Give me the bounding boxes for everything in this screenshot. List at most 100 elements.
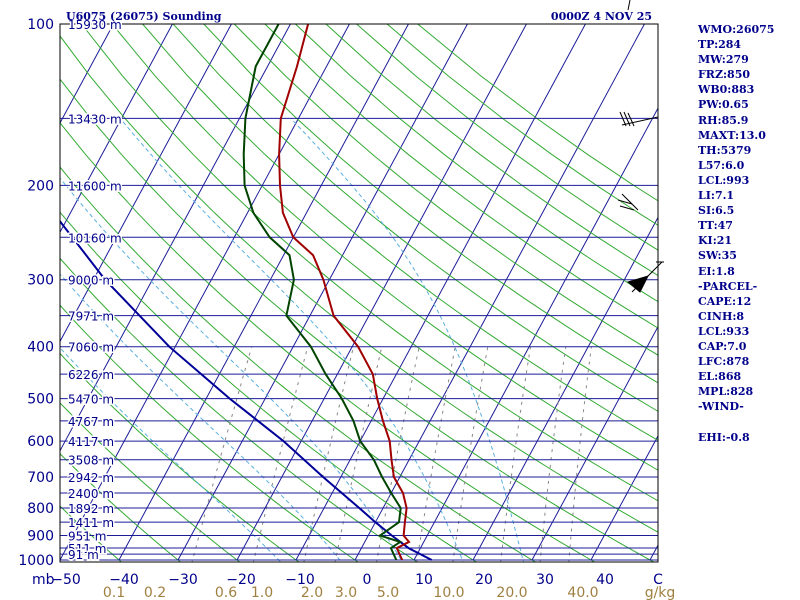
height-label: 2400 m [68, 487, 114, 501]
height-label: 91 m [68, 548, 99, 562]
pressure-label: 100 [27, 17, 54, 33]
dry-adiabat-line [60, 402, 241, 562]
height-label: 5470 m [68, 393, 114, 407]
dry-adiabat-line [60, 166, 537, 562]
height-label: 6226 m [68, 368, 114, 382]
sounding-index: MW:279 [698, 53, 749, 67]
sounding-index: WMO:26075 [698, 23, 775, 36]
pressure-label: 500 [27, 392, 54, 408]
mixing-ratio-line [539, 346, 567, 562]
temperature-tick-label: −50 [51, 572, 81, 588]
wind-barb [621, 116, 659, 126]
height-label: 7060 m [68, 341, 114, 355]
isotherm-line [60, 24, 291, 452]
pressure-label: 800 [27, 501, 54, 517]
sounding-indices: WMO:26075 TP:284 MW:279 FRZ:850 WB0:883 PW:0.… [698, 22, 798, 445]
pressure-label: 700 [27, 470, 54, 486]
dry-adiabat-line [60, 352, 300, 562]
wind-barb [621, 193, 639, 211]
mixing-ratio-label: 40.0 [567, 585, 598, 600]
mixing-ratio-line [452, 346, 489, 562]
height-label: 7971 m [68, 310, 114, 324]
temperature-tick-label: 20 [475, 572, 493, 588]
sounding-time: 0000Z 4 NOV 25 [551, 10, 652, 23]
height-label: 1411 m [68, 516, 114, 530]
dry-adiabat-line [60, 453, 182, 562]
isotherm-line [590, 434, 658, 561]
temperature-tick-label: −40 [109, 572, 139, 588]
mixing-ratio-label: 5.0 [377, 585, 399, 600]
temperature-tick-label: 0 [363, 572, 372, 588]
sounding-index: TT:47 [698, 219, 733, 233]
mixing-ratio-label: 1.0 [251, 585, 273, 600]
sounding-index: LFC:878 [698, 355, 750, 369]
sounding-index: LCL:993 [698, 173, 750, 187]
dry-adiabat-line [60, 35, 658, 533]
sounding-index: LI:7.1 [698, 189, 735, 203]
pressure-label: 300 [27, 273, 54, 289]
mixing-ratio-line [303, 346, 354, 562]
sounding-index: EHI:-0.8 [698, 430, 750, 444]
isotherm-line [60, 24, 114, 125]
height-label: 10160 m [68, 231, 122, 245]
sounding-index: -WIND- [698, 400, 744, 414]
temperature-tick-label: 30 [536, 572, 554, 588]
dry-adiabat-line [295, 24, 658, 303]
isotherm-line [413, 107, 658, 561]
dry-adiabat-line [60, 211, 478, 562]
pressure-label: 400 [27, 340, 54, 356]
dewpoint-trace [242, 24, 403, 561]
chart-grid [60, 24, 658, 562]
sounding-index: MAXT:13.0 [698, 128, 766, 142]
isotherm-line [60, 24, 173, 234]
sounding-index: FRZ:850 [698, 68, 751, 82]
wind-barb-flags [619, 111, 635, 127]
dry-adiabat-line [60, 505, 123, 562]
sounding-index: EL:868 [698, 370, 742, 384]
mixing-ratio-label: 0.6 [215, 585, 237, 600]
dry-adiabat-line [203, 24, 658, 384]
isotherm-line [60, 24, 232, 343]
sounding-index [698, 414, 798, 429]
dry-adiabat-line [233, 24, 658, 356]
sounding-index: RH:85.9 [698, 113, 749, 127]
chart-profiles [60, 24, 433, 561]
dry-adiabat-line [111, 24, 658, 471]
mixing-ratio-line [376, 346, 420, 562]
mixing-ratio-line [416, 346, 456, 562]
wind-barb-pennant [626, 275, 649, 293]
sounding-index: -PARCEL- [698, 279, 758, 293]
isotherm-line [295, 24, 586, 561]
isotherm-line [236, 24, 527, 561]
pressure-unit-label: mb [32, 572, 55, 588]
temperature-tick-label: 40 [596, 572, 614, 588]
dry-adiabat-line [81, 24, 658, 502]
pressure-label: 1000 [18, 553, 54, 569]
isotherm-line [177, 24, 468, 561]
mixing-ratio-line [568, 346, 592, 562]
wind-barb-flags [617, 199, 635, 211]
sounding-index: EI:1.8 [698, 264, 735, 278]
height-label: 1892 m [68, 502, 114, 516]
sounding-index: CAPE:12 [698, 294, 752, 308]
mixing-ratio-label: 10.0 [433, 585, 464, 600]
dry-adiabat-line [325, 24, 658, 277]
sounding-index: KI:21 [698, 234, 733, 248]
sounding-index: CAP:7.0 [698, 339, 747, 353]
height-label: 9000 m [68, 274, 114, 288]
height-label: 511 m [68, 542, 106, 556]
sounding-index: CINH:8 [698, 309, 745, 323]
height-label: 15930 m [68, 18, 122, 32]
mixing-ratio-line [334, 346, 383, 562]
isotherm-line [60, 24, 350, 561]
isotherm-line [531, 325, 658, 561]
parcel-trace [60, 219, 433, 561]
sounding-index: PW:0.65 [698, 98, 749, 112]
pressure-label: 900 [27, 528, 54, 544]
temperature-tick-label: −20 [226, 572, 256, 588]
wind-barbs [617, 0, 664, 293]
sounding-index: TH:5379 [698, 143, 752, 157]
pressure-label: 200 [27, 178, 54, 194]
height-label: 4767 m [68, 415, 114, 429]
